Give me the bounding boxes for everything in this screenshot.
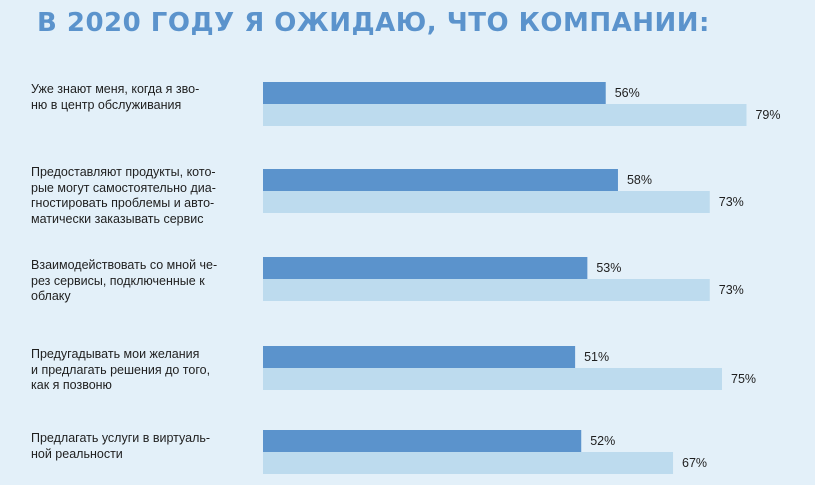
bar-value-label: 75% <box>731 372 756 386</box>
bar-series-2 <box>263 279 710 301</box>
bar-series-1 <box>263 82 606 104</box>
bar-value-label: 73% <box>719 195 744 209</box>
bar-value-label: 73% <box>719 283 744 297</box>
bar-series-2 <box>263 104 747 126</box>
bar-value-label: 67% <box>682 456 707 470</box>
bar-value-label: 56% <box>615 86 640 100</box>
bar-series-1 <box>263 430 582 452</box>
bar-series-1 <box>263 169 618 191</box>
bar-series-1 <box>263 257 588 279</box>
category-label: Уже знают меня, когда я зво- ню в центр … <box>31 82 200 112</box>
bar-value-label: 51% <box>584 350 609 364</box>
bar-value-label: 53% <box>596 261 621 275</box>
bar-series-2 <box>263 191 710 213</box>
bar-value-label: 52% <box>590 434 615 448</box>
category-label: Предугадывать мои желания и предлагать р… <box>31 347 211 392</box>
bar-value-label: 58% <box>627 173 652 187</box>
bar-series-2 <box>263 368 722 390</box>
category-label: Предлагать услуги в виртуаль- ной реальн… <box>31 431 211 461</box>
page-title: В 2020 ГОДУ Я ОЖИДАЮ, ЧТО КОМПАНИИ: <box>37 8 710 38</box>
bar-series-1 <box>263 346 576 368</box>
category-label: Взаимодействовать со мной че- рез сервис… <box>31 258 218 303</box>
bar-value-label: 79% <box>755 108 780 122</box>
bar-series-2 <box>263 452 674 474</box>
category-label: Предоставляют продукты, кото- рые могут … <box>31 165 216 226</box>
